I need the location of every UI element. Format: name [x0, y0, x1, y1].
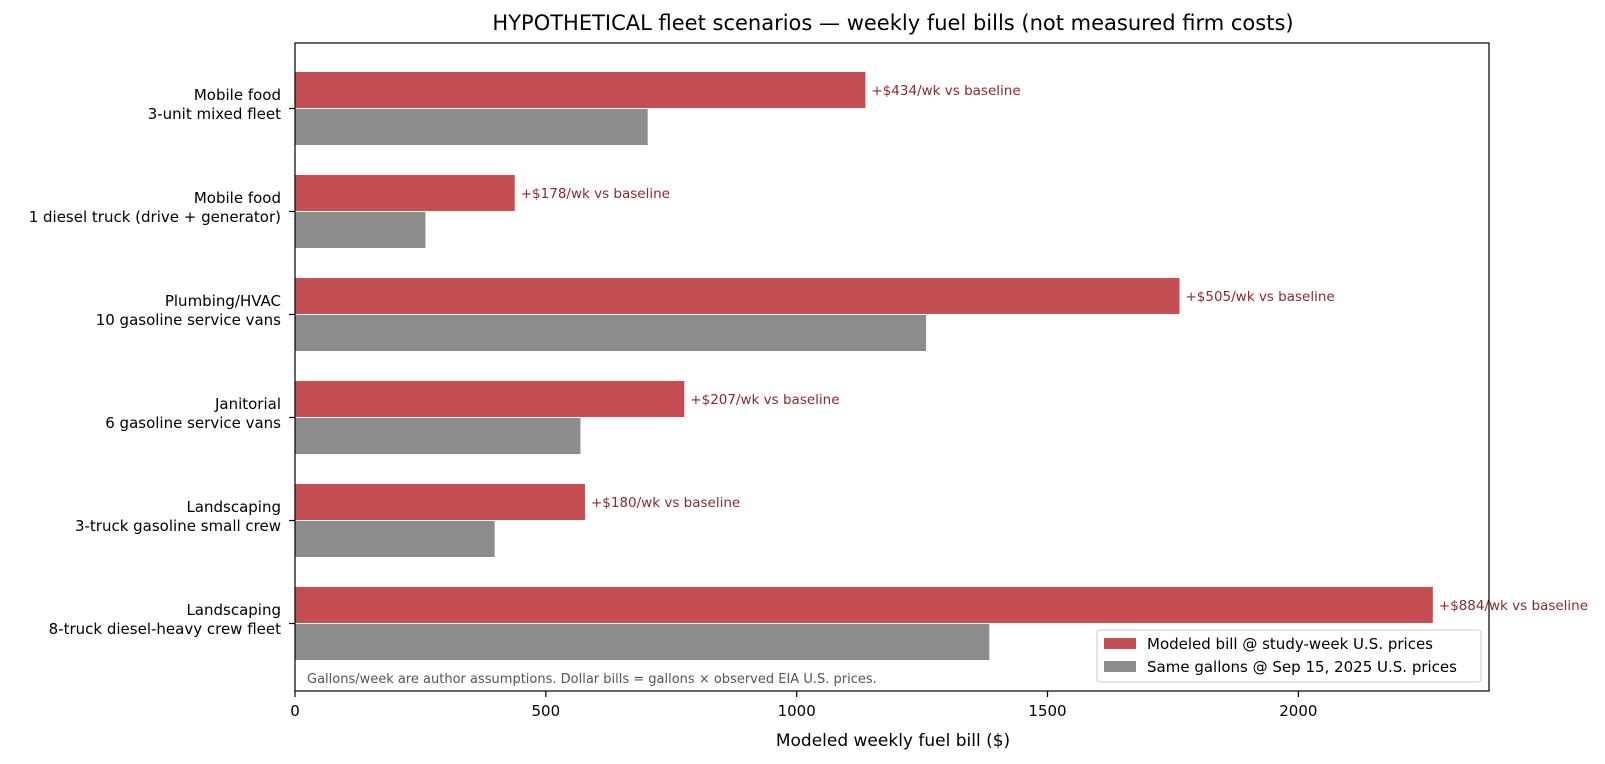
y-category-label: Landscaping — [186, 601, 281, 619]
legend-swatch-modeled — [1104, 638, 1136, 649]
bar-annotation: +$505/wk vs baseline — [1185, 289, 1334, 305]
y-category-label: 8-truck diesel-heavy crew fleet — [49, 620, 281, 638]
bar-modeled — [295, 484, 585, 520]
y-category-label: Janitorial — [214, 395, 281, 413]
bar-modeled — [295, 587, 1433, 623]
bar-annotation: +$207/wk vs baseline — [690, 392, 839, 408]
x-axis-label: Modeled weekly fuel bill ($) — [776, 731, 1010, 751]
y-category-label: Mobile food — [194, 189, 281, 207]
bar-baseline — [295, 315, 927, 351]
x-tick-label: 500 — [532, 702, 561, 720]
bar-baseline — [295, 521, 495, 557]
bar-annotation: +$178/wk vs baseline — [521, 186, 670, 202]
bar-modeled — [295, 381, 685, 417]
bar-baseline — [295, 109, 648, 145]
x-tick-label: 0 — [290, 702, 300, 720]
x-tick-label: 2000 — [1279, 702, 1317, 720]
bar-baseline — [295, 624, 990, 660]
chart-note: Gallons/week are author assumptions. Dol… — [307, 672, 877, 687]
bar-annotation: +$434/wk vs baseline — [871, 83, 1020, 99]
bar-annotation: +$884/wk vs baseline — [1439, 598, 1588, 614]
y-category-label: Mobile food — [194, 86, 281, 104]
plot-frame — [294, 42, 1490, 692]
bar-modeled — [295, 278, 1180, 314]
y-category-label: 3-unit mixed fleet — [148, 105, 281, 123]
bar-annotations: +$434/wk vs baseline +$178/wk vs baseline… — [521, 83, 1588, 614]
y-category-label: Plumbing/HVAC — [165, 292, 281, 310]
bar-modeled — [295, 175, 515, 211]
y-category-label: 6 gasoline service vans — [105, 414, 281, 432]
bar-annotation: +$180/wk vs baseline — [591, 495, 740, 511]
legend-label-modeled: Modeled bill @ study-week U.S. prices — [1147, 635, 1433, 653]
bar-modeled — [295, 72, 866, 108]
x-tick-label: 1500 — [1028, 702, 1066, 720]
bar-baseline — [295, 212, 426, 248]
bar-baseline — [295, 418, 581, 454]
legend-swatch-baseline — [1104, 661, 1136, 672]
x-ticks: 0 500 1000 1500 2000 — [290, 691, 1317, 720]
y-category-label: 3-truck gasoline small crew — [75, 517, 281, 535]
bars-layer — [295, 72, 1433, 660]
legend: Modeled bill @ study-week U.S. prices Sa… — [1096, 629, 1482, 683]
legend-label-baseline: Same gallons @ Sep 15, 2025 U.S. prices — [1147, 658, 1457, 676]
x-tick-label: 1000 — [778, 702, 816, 720]
legend-box — [1096, 629, 1482, 683]
y-category-label: Landscaping — [186, 498, 281, 516]
chart-title: HYPOTHETICAL fleet scenarios — weekly fu… — [492, 11, 1293, 35]
y-category-label: 10 gasoline service vans — [96, 311, 281, 329]
y-category-label: 1 diesel truck (drive + generator) — [29, 208, 281, 226]
